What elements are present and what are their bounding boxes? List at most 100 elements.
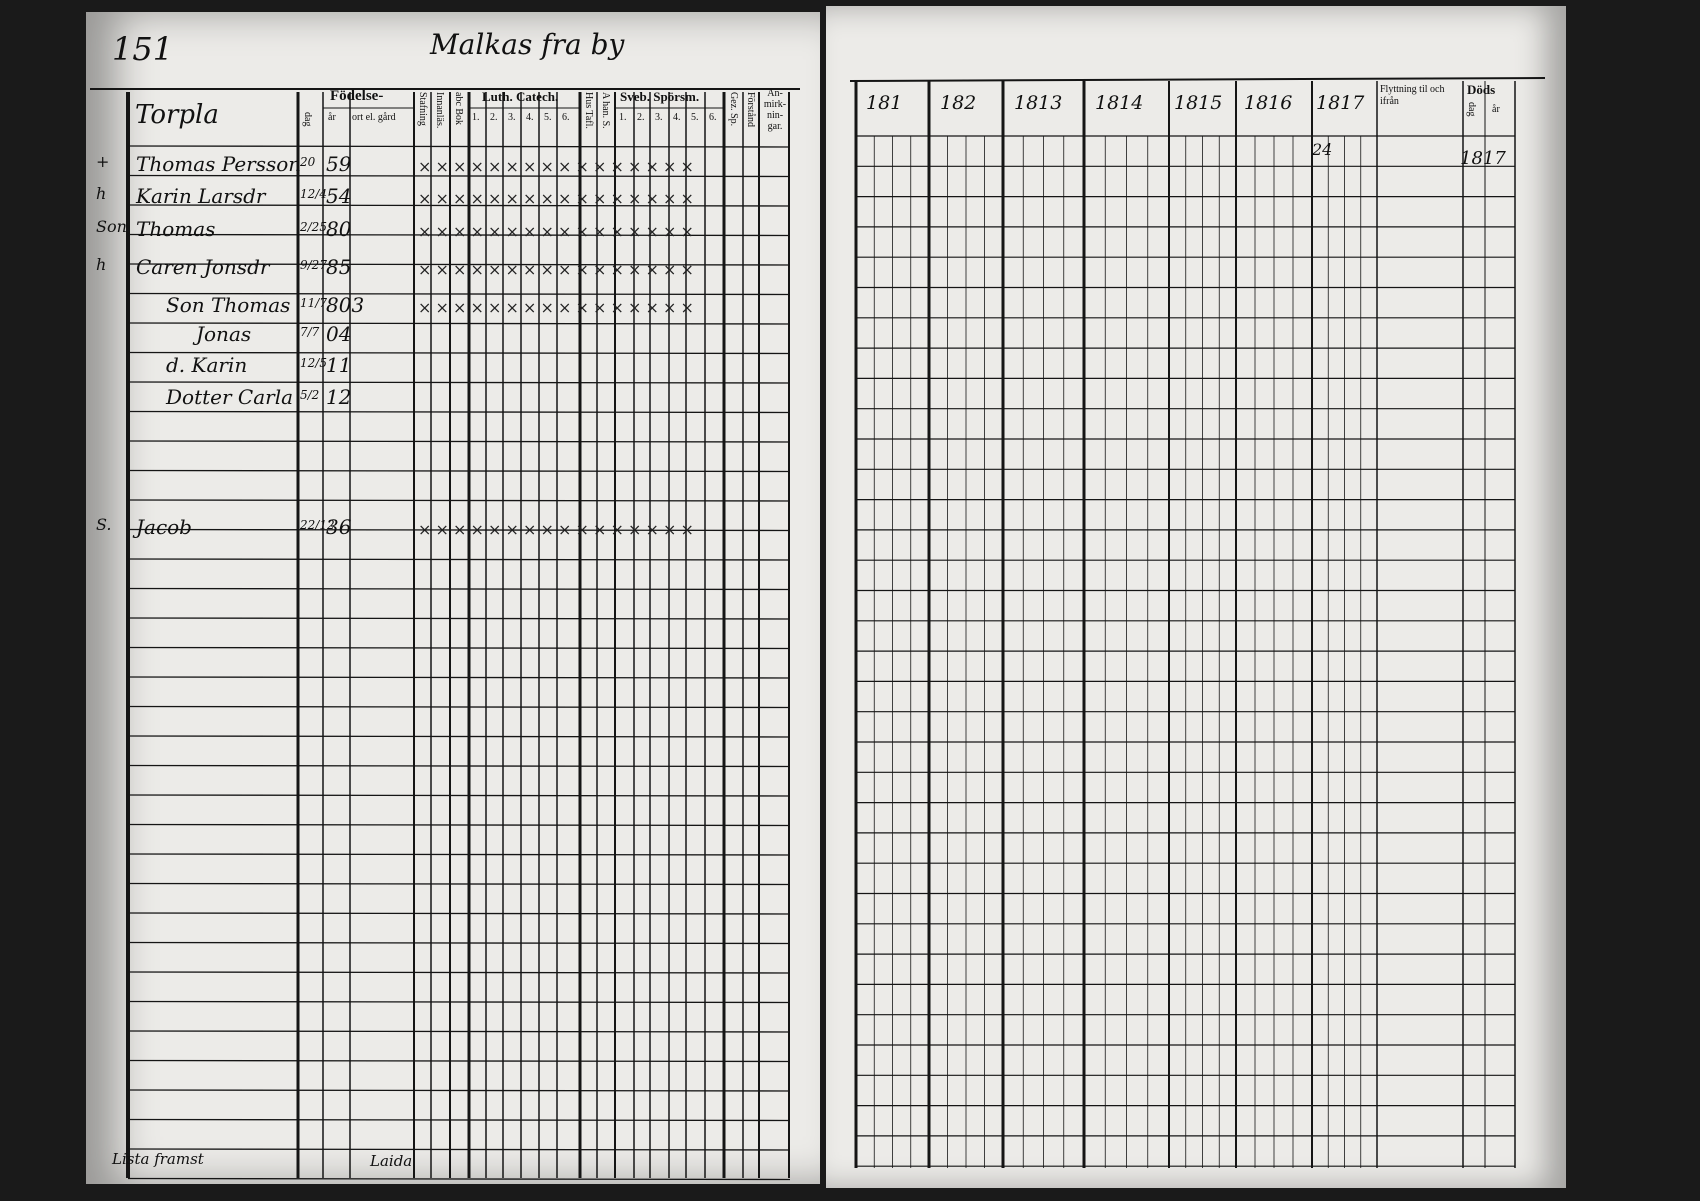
row-line xyxy=(127,617,791,620)
page-heading: Malkas fra by xyxy=(430,28,625,61)
luth-sub-3: 3. xyxy=(508,112,516,123)
row-line xyxy=(127,587,791,591)
exam-mark: × xyxy=(453,298,466,317)
sveb-sub-6: 6. xyxy=(709,112,717,123)
luth-sub-1: 1. xyxy=(472,112,480,123)
exam-mark: × xyxy=(646,222,659,241)
exam-mark: × xyxy=(593,260,606,279)
year-header: 1815 xyxy=(1174,92,1223,114)
footer-note-2: Laida xyxy=(370,1152,413,1170)
row-line xyxy=(127,941,791,945)
sveb-sub-4: 4. xyxy=(673,112,681,123)
exam-mark: × xyxy=(558,520,571,539)
exam-mark: × xyxy=(471,189,484,208)
exam-mark: × xyxy=(681,157,694,176)
row-line xyxy=(127,528,791,532)
row-line xyxy=(127,676,791,679)
exam-mark: × xyxy=(558,189,571,208)
exam-mark: × xyxy=(523,157,536,176)
header-gez-sp: Gez. Sp. xyxy=(728,92,739,127)
year-header: 181 xyxy=(866,92,903,114)
exam-mark: × xyxy=(453,222,466,241)
row-line xyxy=(127,794,791,797)
exam-mark: × xyxy=(418,157,431,176)
exam-mark: × xyxy=(523,260,536,279)
row-birth-year: 12 xyxy=(326,385,352,409)
exam-mark: × xyxy=(576,520,589,539)
row-birth-day: 2/25 xyxy=(300,220,327,234)
row-birth-year: 85 xyxy=(326,255,352,279)
row-line xyxy=(127,823,791,827)
row-line xyxy=(127,971,791,974)
row-name: Thomas xyxy=(136,217,216,241)
exam-mark: × xyxy=(663,157,676,176)
exam-mark: × xyxy=(681,298,694,317)
exam-mark: × xyxy=(593,222,606,241)
exam-mark: × xyxy=(488,298,501,317)
header-rule xyxy=(849,77,1546,82)
row-birth-year: 59 xyxy=(326,152,352,176)
exam-mark: × xyxy=(436,157,449,176)
sveb-sub-1: 1. xyxy=(619,112,627,123)
header-dods-dag: dag xyxy=(1466,102,1477,117)
header-dods: Döds xyxy=(1467,82,1496,97)
row-line xyxy=(127,1118,791,1122)
row-line xyxy=(127,1000,791,1004)
exam-mark: × xyxy=(628,520,641,539)
header-ort: ort el. gård xyxy=(352,112,396,123)
exam-mark: × xyxy=(488,189,501,208)
exam-mark: × xyxy=(576,260,589,279)
exam-mark: × xyxy=(488,260,501,279)
row-line xyxy=(127,440,791,443)
row-line xyxy=(127,263,791,266)
page-number: 151 xyxy=(112,30,174,68)
exam-mark: × xyxy=(663,189,676,208)
exam-mark: × xyxy=(646,189,659,208)
row-birth-year: 54 xyxy=(326,184,352,208)
luth-sub-6: 6. xyxy=(562,112,570,123)
header-anmarkningar: An-mirk-nin-gar. xyxy=(763,88,787,132)
exam-mark: × xyxy=(576,157,589,176)
header-dag: dag xyxy=(302,112,313,127)
sveb-sub-5: 5. xyxy=(691,112,699,123)
year-header: 1813 xyxy=(1014,92,1063,114)
exam-mark: × xyxy=(506,520,519,539)
row-mark: S. xyxy=(96,515,112,534)
header-innanlasning: Innanläs. xyxy=(434,92,445,129)
exam-mark: × xyxy=(471,520,484,539)
exam-mark: × xyxy=(541,189,554,208)
header-forstand: Förstånd xyxy=(745,92,756,127)
row-line xyxy=(127,381,791,384)
exam-mark: × xyxy=(506,157,519,176)
exam-mark: × xyxy=(506,222,519,241)
exam-mark: × xyxy=(628,260,641,279)
row-line xyxy=(127,233,791,237)
exam-mark: × xyxy=(471,298,484,317)
exam-mark: × xyxy=(611,157,624,176)
row-line xyxy=(127,1059,791,1063)
luth-sub-4: 4. xyxy=(526,112,534,123)
exam-mark: × xyxy=(488,222,501,241)
exam-mark: × xyxy=(681,222,694,241)
exam-mark: × xyxy=(523,222,536,241)
row-line xyxy=(127,882,791,886)
exam-mark: × xyxy=(436,260,449,279)
header-luth-catech: Luth. Catech. xyxy=(482,89,559,104)
exam-mark: × xyxy=(611,520,624,539)
exam-mark: × xyxy=(541,520,554,539)
left-page xyxy=(86,12,820,1184)
exam-mark: × xyxy=(558,222,571,241)
header-sveb-sporsm: Sveb. Spörsm. xyxy=(620,89,700,104)
row-birth-year: 04 xyxy=(326,322,352,346)
exam-mark: × xyxy=(558,260,571,279)
row-line xyxy=(127,705,791,709)
header-ar: år xyxy=(328,112,336,123)
exam-mark: × xyxy=(436,189,449,208)
exam-mark: × xyxy=(576,189,589,208)
header-flyttning: Flyttning til och ifrån xyxy=(1380,84,1445,107)
exam-mark: × xyxy=(558,157,571,176)
header-dods-ar: år xyxy=(1492,104,1500,115)
exam-mark: × xyxy=(453,157,466,176)
row-name: Dotter Carla xyxy=(166,385,294,409)
